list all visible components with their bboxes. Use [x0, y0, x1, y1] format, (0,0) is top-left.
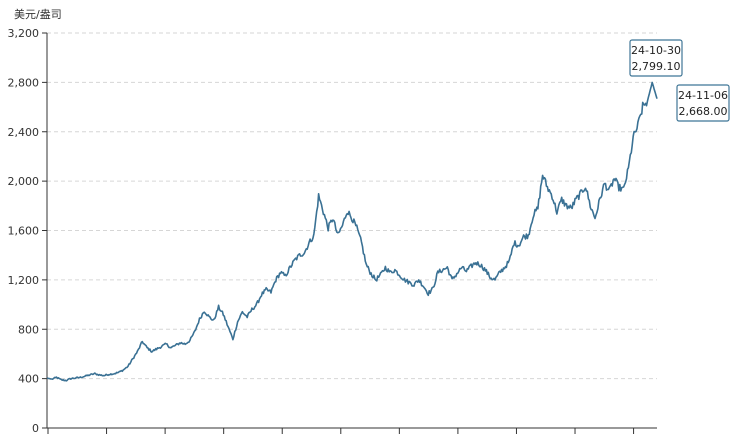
x-axis: [47, 427, 657, 434]
y-tick-label: 2,400: [8, 126, 40, 139]
grid-lines: [47, 32, 657, 380]
tooltip-value: 2,668.00: [679, 105, 728, 118]
tooltip-date: 24-11-06: [678, 89, 728, 102]
y-tick-label: 400: [18, 373, 39, 386]
series-points: [46, 81, 658, 381]
y-tick-label: 2,000: [8, 175, 40, 188]
y-tick-label: 800: [18, 323, 39, 336]
y-tick-label: 1,600: [8, 225, 40, 238]
tooltips: 24-10-30 2,799.10 24-11-06 2,668.00: [629, 39, 730, 122]
y-axis-unit-label: 美元/盎司: [14, 7, 62, 21]
tooltip-box: [676, 84, 730, 122]
tooltip-value: 2,799.10: [632, 60, 681, 73]
tooltip: 24-10-30 2,799.10: [629, 39, 683, 77]
y-axis: 0 400 800 1,200 1,600 2,000 2,400 2,800 3,200: [8, 27, 48, 435]
gold-price-series-line: [46, 81, 658, 382]
tooltip-box: [629, 39, 683, 77]
tooltip: 24-11-06 2,668.00: [676, 84, 730, 122]
tooltip-date: 24-10-30: [631, 44, 681, 57]
y-tick-label: 1,200: [8, 274, 40, 287]
y-tick-label: 2,800: [8, 76, 40, 89]
y-tick-label: 0: [32, 422, 39, 435]
y-tick-label: 3,200: [8, 27, 40, 40]
